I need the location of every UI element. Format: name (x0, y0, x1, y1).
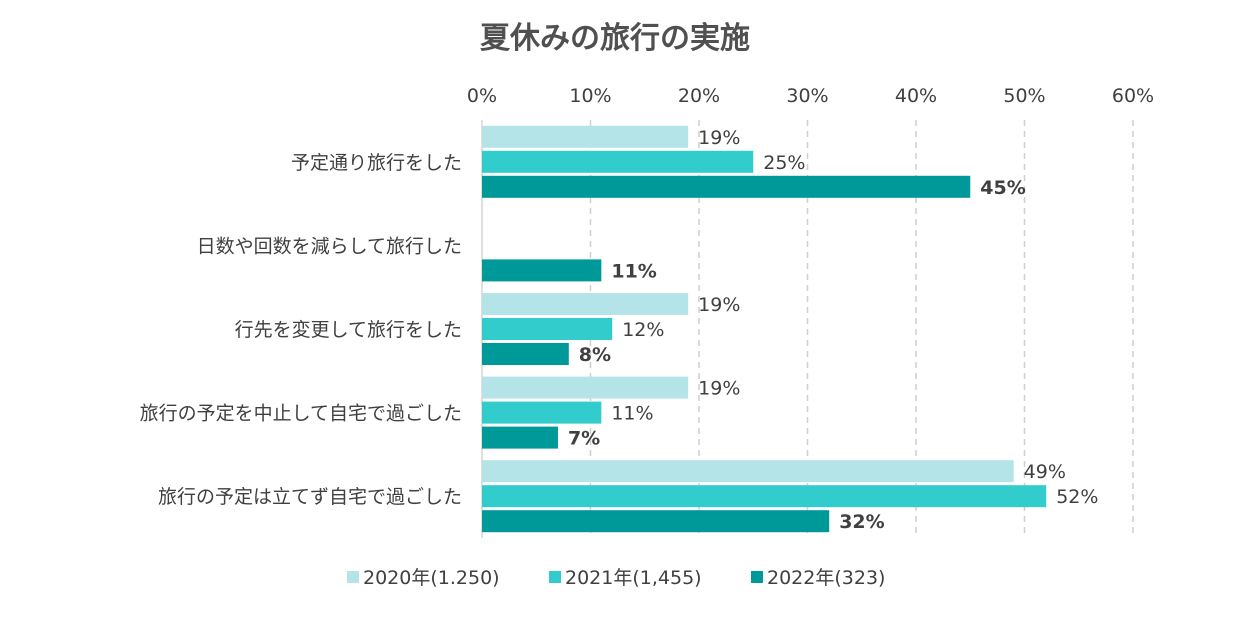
bar (482, 318, 613, 340)
bar (482, 125, 689, 148)
data-label: 12% (622, 319, 664, 341)
legend-swatch (751, 571, 763, 583)
data-label: 45% (980, 177, 1025, 199)
bar (482, 376, 689, 399)
bar (482, 485, 1047, 508)
data-label: 8% (579, 344, 611, 366)
legend-label: 2022年(323) (767, 567, 885, 589)
data-label: 52% (1056, 486, 1098, 508)
data-label: 11% (611, 403, 653, 425)
x-tick-label: 20% (678, 85, 720, 107)
x-axis-ticks: 0% 10% 20% 30% 40% 50% 60% (467, 85, 1154, 107)
category-label: 旅行の予定は立てず自宅で過ごした (158, 486, 462, 508)
data-label: 7% (568, 428, 600, 450)
data-label: 25% (763, 152, 805, 174)
x-tick-label: 0% (467, 85, 497, 107)
legend-label: 2021年(1,455) (565, 567, 702, 589)
bar (482, 175, 971, 198)
x-tick-label: 10% (569, 85, 611, 107)
x-tick-label: 40% (895, 85, 937, 107)
x-tick-label: 50% (1003, 85, 1045, 107)
legend-label: 2020年(1.250) (363, 567, 500, 589)
category-label: 行先を変更して旅行をした (235, 319, 462, 341)
legend: 2020年(1.250) 2021年(1,455) 2022年(323) (347, 567, 885, 589)
data-label: 19% (698, 127, 740, 149)
category-label: 日数や回数を減らして旅行した (197, 235, 462, 257)
data-label: 11% (611, 260, 656, 282)
bar (482, 510, 830, 533)
bar (482, 460, 1014, 483)
legend-swatch (549, 571, 561, 583)
bar (482, 401, 602, 424)
chart-title: 夏休みの旅行の実施 (480, 21, 750, 56)
bar (482, 343, 569, 365)
bar (482, 293, 689, 315)
x-tick-label: 30% (786, 85, 828, 107)
category-label: 予定通り旅行をした (291, 152, 462, 174)
data-label: 19% (698, 378, 740, 400)
bar (482, 150, 754, 173)
legend-swatch (347, 571, 359, 583)
data-label: 19% (698, 294, 740, 316)
data-label: 32% (839, 511, 884, 533)
category-label: 旅行の予定を中止して自宅で過ごした (140, 403, 462, 425)
x-tick-label: 60% (1112, 85, 1154, 107)
bar (482, 259, 602, 282)
category-labels: 予定通り旅行をした日数や回数を減らして旅行した行先を変更して旅行をした旅行の予定… (140, 152, 462, 508)
bars: 19% 25% 45% 11% 19% 12% 8% 19% 11% 7% 49% 52% 32% (482, 125, 1098, 533)
data-label: 49% (1024, 461, 1066, 483)
bar (482, 426, 558, 449)
